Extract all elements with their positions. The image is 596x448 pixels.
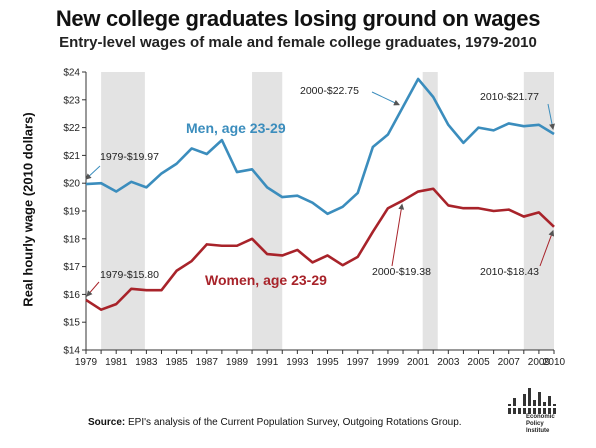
annotation-arrow: [371, 91, 400, 106]
recession-band: [252, 72, 283, 350]
logo-line-1: Economic: [526, 414, 555, 420]
logo-line-2: Policy: [526, 421, 544, 427]
y-tick-label: $23: [63, 95, 80, 106]
x-tick-label: 2010: [543, 357, 566, 368]
y-tick-label: $20: [63, 179, 80, 190]
x-tick-label: 1983: [135, 357, 158, 368]
x-tick-label: 1979: [75, 357, 98, 368]
series-label-women: Women, age 23-29: [205, 272, 327, 288]
recession-bands: [101, 72, 554, 350]
chart-subtitle: Entry-level wages of male and female col…: [59, 34, 537, 51]
series-label-men: Men, age 23-29: [186, 120, 286, 136]
annotation-arrow: [539, 229, 555, 267]
annotation-label: 1979-$15.80: [100, 269, 159, 281]
y-tick-label: $15: [63, 318, 80, 329]
annotation-arrow: [85, 165, 101, 180]
source-text: EPI's analysis of the Current Population…: [125, 417, 462, 428]
x-tick-label: 1987: [196, 357, 219, 368]
x-tick-label: 1991: [256, 357, 279, 368]
logo-line-3: Institute: [526, 428, 550, 434]
x-tick-label: 1985: [165, 357, 188, 368]
source-label: Source:: [88, 417, 126, 428]
y-tick-label: $17: [63, 262, 80, 273]
series-line-men: [85, 77, 555, 216]
annotation-label: 2010-$18.43: [480, 266, 539, 278]
annotation-arrow: [86, 281, 100, 297]
x-tick-label: 2009: [528, 357, 551, 368]
annotation-label: 1979-$19.97: [100, 151, 159, 163]
y-tick-label: $24: [63, 68, 80, 79]
x-tick-label: 1995: [316, 357, 339, 368]
annotations: Men, age 23-29 Women, age 23-29 1979-$19.9…: [85, 85, 555, 297]
x-tick-label: 1999: [377, 357, 400, 368]
x-tick-label: 2005: [467, 357, 490, 368]
annotation-arrow: [547, 103, 555, 130]
y-tick-label: $19: [63, 207, 80, 218]
logo-text: Economic Policy Institute: [526, 414, 555, 435]
recession-band: [422, 72, 438, 350]
series-line-women: [85, 187, 555, 311]
series-lines: [85, 77, 555, 311]
annotation-arrow: [391, 203, 405, 267]
annotation-label: 2010-$21.77: [480, 91, 539, 103]
y-tick-label: $14: [63, 346, 80, 357]
epi-logo-icon: [506, 388, 560, 414]
y-tick-label: $21: [63, 151, 80, 162]
x-tick-label: 2001: [407, 357, 430, 368]
recession-band: [101, 72, 145, 350]
axes: $14 $15 $16 $17 $18 $19 $20 $21 $22 $23 $24 1979 198…: [63, 68, 565, 369]
x-tick-label: 1981: [105, 357, 128, 368]
recession-band: [523, 72, 554, 350]
y-tick-label: $16: [63, 290, 80, 301]
x-tick-label: 2007: [498, 357, 521, 368]
chart-title: New college graduates losing ground on w…: [55, 6, 541, 31]
annotation-label: 2000-$22.75: [300, 85, 359, 97]
x-tick-label: 1993: [286, 357, 309, 368]
annotation-label: 2000-$19.38: [372, 266, 431, 278]
x-tick-label: 2003: [437, 357, 460, 368]
x-tick-label: 1997: [347, 357, 370, 368]
source-note: Source: EPI's analysis of the Current Po…: [88, 417, 462, 428]
y-tick-label: $22: [63, 123, 80, 134]
x-tick-label: 1989: [226, 357, 249, 368]
y-tick-label: $18: [63, 234, 80, 245]
